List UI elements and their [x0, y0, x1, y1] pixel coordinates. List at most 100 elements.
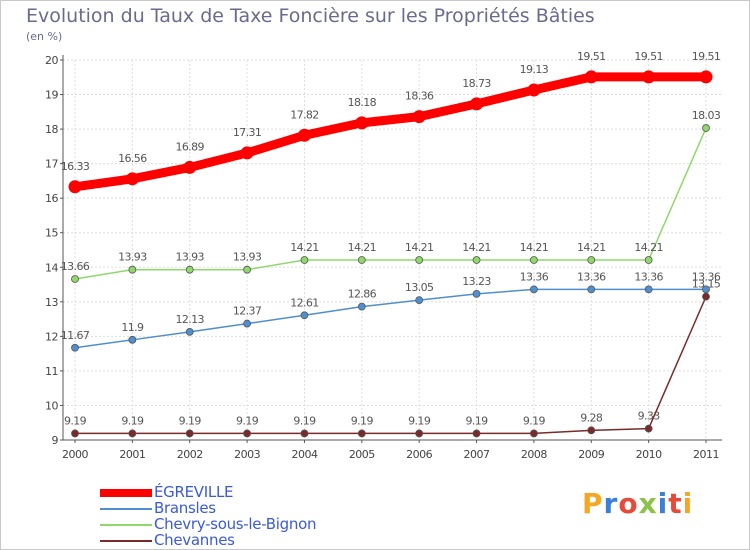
x-tick-label: 2003: [234, 448, 260, 461]
data-label: 9.19: [408, 414, 431, 427]
y-tick-label: 17: [45, 158, 58, 171]
data-label: 11.67: [61, 329, 90, 342]
data-point: [644, 256, 653, 264]
series-1: 11.67 11.9 12.13 12.37 12.61 12.86 13.05 13.23 1…: [61, 270, 721, 352]
proxiti-logo: Proxiti: [582, 487, 693, 520]
series-line: [74, 72, 706, 192]
data-point: [185, 327, 194, 336]
data-point: [472, 429, 481, 438]
data-label: 12.86: [348, 288, 377, 301]
y-tick-label: 16: [45, 192, 58, 205]
series-3: 9.19 9.19 9.19 9.19 9.19 9.19 9.19 9.19 9.19 9.28…: [64, 278, 721, 438]
data-label: 19.51: [577, 50, 606, 63]
data-point: [644, 424, 653, 433]
series-line: [74, 288, 706, 349]
data-label: 9.19: [179, 414, 202, 427]
legend-swatch: [100, 489, 152, 497]
legend-swatch: [100, 540, 152, 542]
data-point: [530, 429, 538, 438]
legend-label: Chevannes: [154, 531, 235, 549]
data-point: [357, 429, 366, 438]
data-label: 19.51: [634, 50, 663, 63]
data-point: [699, 70, 713, 84]
y-tick-label: 9: [52, 434, 59, 447]
data-label: 14.21: [462, 241, 491, 254]
data-point: [68, 180, 82, 194]
data-point: [185, 429, 194, 438]
data-label: 9.33: [638, 410, 661, 423]
legend-swatch: [100, 524, 152, 526]
y-tick-label: 11: [45, 365, 58, 378]
logo-letter: r: [603, 487, 619, 520]
data-point: [472, 256, 481, 264]
data-point: [357, 302, 366, 311]
data-label: 13.93: [233, 251, 262, 264]
data-point: [357, 256, 366, 264]
logo-letter: P: [582, 487, 604, 520]
data-point: [128, 429, 137, 438]
data-label: 16.33: [61, 160, 90, 173]
data-label: 13.15: [692, 278, 721, 291]
data-point: [297, 128, 311, 142]
data-label: 12.37: [233, 305, 262, 318]
data-point: [125, 172, 139, 186]
data-label: 14.21: [577, 241, 606, 254]
chart-subtitle: (en %): [26, 30, 63, 43]
data-point: [472, 289, 481, 298]
logo-letter: i: [682, 487, 694, 520]
data-point: [415, 429, 424, 438]
data-point: [300, 429, 309, 438]
data-point: [300, 256, 309, 264]
data-label: 16.56: [118, 152, 147, 165]
data-label: 16.89: [175, 140, 204, 153]
y-tick-label: 10: [45, 399, 58, 412]
data-point: [71, 343, 79, 352]
data-point: [415, 256, 424, 264]
data-point: [240, 146, 254, 160]
data-point: [530, 256, 538, 264]
data-label: 14.21: [290, 241, 319, 254]
y-tick-label: 20: [45, 54, 58, 67]
data-point: [71, 429, 79, 438]
data-label: 13.36: [577, 270, 606, 283]
data-point: [243, 265, 251, 274]
x-tick-label: 2000: [62, 448, 88, 461]
data-point: [584, 70, 598, 84]
data-label: 19.13: [520, 63, 549, 76]
data-label: 9.28: [580, 411, 603, 424]
data-label: 13.36: [520, 270, 549, 283]
y-tick-label: 13: [45, 296, 58, 309]
data-point: [183, 160, 197, 174]
data-point: [587, 285, 596, 294]
data-point: [587, 426, 596, 435]
y-tick-label: 12: [45, 330, 58, 343]
data-label: 14.21: [520, 241, 549, 254]
logo-letter: x: [638, 487, 658, 520]
data-point: [530, 285, 538, 294]
x-tick-label: 2002: [177, 448, 203, 461]
data-point: [587, 256, 596, 264]
data-point: [642, 70, 656, 84]
data-label: 13.66: [61, 260, 90, 273]
logo-letter: i: [657, 487, 669, 520]
data-label: 9.19: [236, 414, 259, 427]
data-label: 13.36: [634, 270, 663, 283]
data-label: 14.21: [348, 241, 377, 254]
y-tick-label: 19: [45, 89, 58, 102]
logo-letter: t: [668, 487, 683, 520]
y-tick-label: 18: [45, 123, 58, 136]
x-tick-label: 2008: [521, 448, 547, 461]
data-label: 9.19: [351, 414, 374, 427]
data-point: [300, 311, 309, 320]
data-label: 18.18: [348, 96, 377, 109]
data-point: [470, 97, 484, 111]
data-point: [412, 110, 426, 124]
x-tick-label: 2010: [636, 448, 662, 461]
data-label: 14.21: [634, 241, 663, 254]
data-label: 9.19: [121, 414, 144, 427]
x-tick-label: 2011: [693, 448, 719, 461]
data-label: 9.19: [465, 414, 488, 427]
data-label: 13.93: [175, 251, 204, 264]
